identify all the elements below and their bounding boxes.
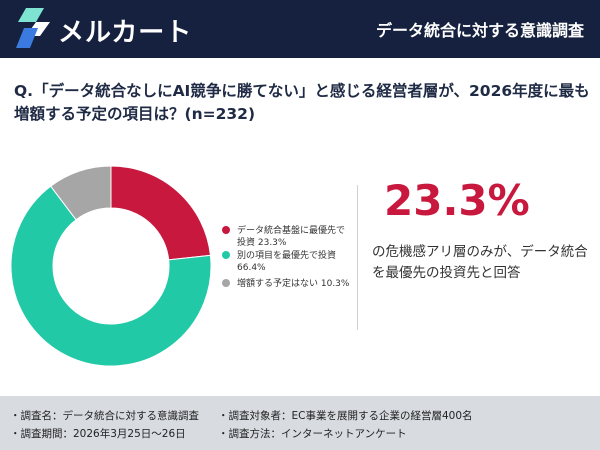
legend-label-1-1: データ統合基盤に最優先で	[237, 224, 345, 236]
header-bar: メルカート データ統合に対する意識調査	[0, 0, 600, 58]
legend-marker-3	[222, 279, 230, 287]
footer-survey-method: ・調査方法：インターネットアンケート	[218, 428, 407, 440]
footer-survey-period: ・調査期間：2026年3月25日〜26日	[10, 428, 186, 440]
legend-label-2-2: 66.4%	[237, 263, 266, 273]
donut-slice-2	[10, 185, 212, 367]
question-text: Q.「データ統合なしにAI競争に勝てない」と感じる経営者層が、2026年度に最も…	[14, 82, 590, 123]
donut-slice-1	[110, 165, 211, 261]
highlight-value: 23.3%	[384, 176, 530, 225]
survey-footer: ・調査名：データ統合に対する意識調査 ・調査期間：2026年3月25日〜26日 …	[0, 396, 600, 450]
header-title: データ統合に対する意識調査	[375, 21, 584, 40]
highlight-description: の危機感アリ層のみが、データ統合を最優先の投資先と回答	[372, 244, 588, 281]
legend-marker-1	[222, 226, 230, 234]
legend-marker-2	[222, 251, 230, 259]
legend-label-2-1: 別の項目を最優先で投資	[237, 249, 336, 261]
legend-label-1-2: 投資 23.3%	[237, 236, 287, 248]
vertical-divider	[357, 185, 358, 330]
legend-label-3-1: 増額する予定はない 10.3%	[237, 277, 350, 289]
brand-logo-icon	[16, 8, 50, 48]
donut-slice-3	[50, 165, 112, 221]
donut-slices	[10, 165, 212, 367]
brand-name: メルカート	[58, 18, 193, 48]
footer-survey-name: ・調査名：データ統合に対する意識調査	[10, 410, 199, 422]
footer-survey-target: ・調査対象者：EC事業を展開する企業の経営層400名	[218, 410, 473, 422]
